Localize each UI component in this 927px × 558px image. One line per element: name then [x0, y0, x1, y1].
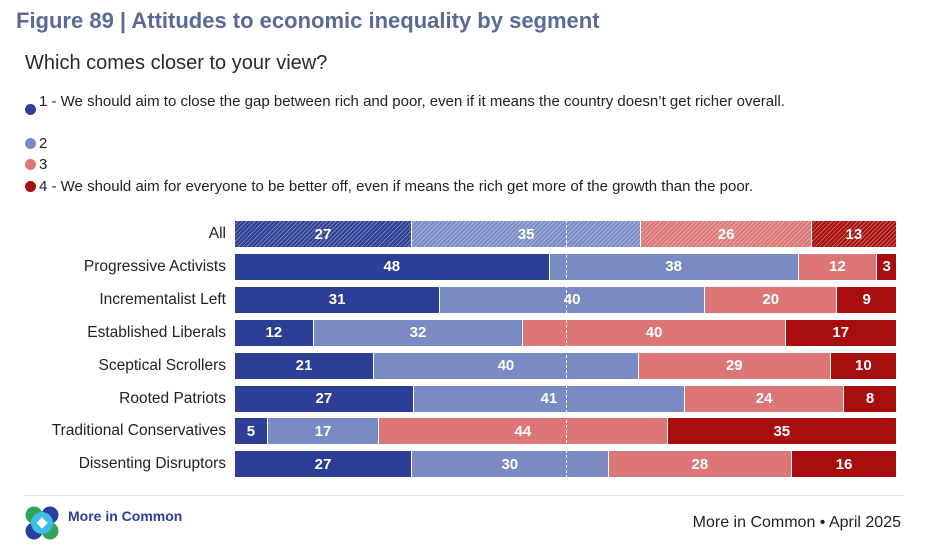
data-label: 3	[882, 258, 891, 276]
bar-segment: 12	[235, 319, 314, 346]
category-label: Rooted Patriots	[119, 389, 226, 407]
bar-segment: 26	[641, 221, 812, 247]
data-label: 26	[717, 225, 735, 243]
bar-segment: 40	[440, 286, 706, 313]
bar-segment: 16	[792, 451, 897, 478]
category-label: Incrementalist Left	[99, 290, 226, 308]
data-label: 38	[665, 258, 682, 276]
data-label: 21	[295, 357, 313, 375]
bar-segment: 27	[235, 385, 414, 412]
data-label: 12	[265, 324, 283, 342]
legend-label: 3	[39, 156, 48, 173]
bar-segment: 27	[235, 221, 412, 247]
bar-segment: 28	[608, 451, 793, 478]
legend-label: 1 - We should aim to close the gap betwe…	[39, 93, 785, 110]
bar-segment: 41	[413, 385, 686, 412]
legend-dot-icon	[25, 159, 36, 170]
data-label: 12	[829, 258, 846, 276]
data-label: 24	[755, 390, 773, 407]
bar-segment: 3	[877, 253, 897, 280]
data-label: 8	[865, 390, 875, 407]
data-label: 41	[540, 390, 558, 407]
category-label: All	[208, 225, 226, 242]
bar-segment: 17	[267, 418, 380, 445]
data-label: 40	[497, 357, 515, 375]
data-label: 40	[563, 291, 581, 309]
bar-segment: 20	[705, 286, 838, 313]
data-label: 44	[514, 422, 532, 440]
bar-segment: 31	[235, 286, 441, 313]
bar-segment: 21	[235, 352, 375, 379]
data-label: 16	[835, 455, 853, 473]
question-subtitle: Which comes closer to your view?	[25, 52, 328, 74]
category-label: Sceptical Scrollers	[98, 356, 227, 374]
bar-segment: 29	[638, 352, 831, 379]
bar-segment: 12	[798, 253, 878, 280]
bar-segment: 48	[235, 253, 550, 280]
bar-segment: 40	[374, 352, 639, 379]
category-label: Traditional Conservatives	[51, 422, 226, 440]
bar-segment: 17	[785, 319, 897, 346]
logo-text: More in Common	[68, 508, 183, 524]
figure-title: Figure 89 | Attitudes to economic inequa…	[16, 8, 600, 33]
footer-divider	[24, 495, 904, 496]
category-label: Progressive Activists	[83, 257, 226, 275]
data-label: 20	[762, 291, 780, 309]
bar-segment: 32	[313, 319, 524, 346]
data-label: 17	[832, 324, 850, 342]
more-in-common-logo-icon	[25, 506, 59, 540]
bar-segment: 35	[411, 221, 642, 247]
legend-dot-icon	[25, 138, 36, 149]
legend-label: 2	[39, 135, 48, 152]
legend-dot-icon	[25, 104, 36, 115]
data-label: 13	[845, 225, 863, 243]
category-label: Dissenting Disruptors	[78, 455, 226, 473]
data-label: 10	[855, 357, 872, 375]
bar-segment: 10	[830, 352, 897, 379]
data-label: 27	[314, 455, 332, 473]
bar-segment: 9	[837, 286, 897, 313]
data-label: 17	[314, 422, 332, 440]
data-label: 5	[246, 422, 256, 440]
data-label: 48	[383, 258, 401, 276]
data-label: 40	[645, 324, 663, 342]
data-label: 32	[409, 324, 427, 342]
category-label: Established Liberals	[87, 323, 226, 341]
bar-segment: 27	[235, 451, 412, 478]
data-label: 27	[314, 225, 332, 243]
data-label: 35	[517, 225, 535, 243]
data-label: 31	[328, 291, 346, 309]
legend-label: 4 - We should aim for everyone to be bet…	[39, 178, 754, 195]
bar-segment: 40	[523, 319, 786, 346]
bar-segment: 35	[667, 418, 897, 445]
midpoint-line	[566, 220, 567, 478]
data-label: 35	[773, 422, 791, 440]
bar-segment: 8	[844, 385, 897, 412]
data-label: 27	[315, 390, 333, 407]
data-label: 30	[501, 455, 519, 473]
legend-dot-icon	[25, 181, 36, 192]
bar-segment: 38	[549, 253, 799, 280]
data-label: 9	[862, 291, 871, 309]
bar-segment: 44	[379, 418, 668, 445]
source-note: More in Common • April 2025	[692, 514, 901, 531]
data-label: 28	[691, 455, 709, 473]
bar-segment: 5	[235, 418, 268, 445]
bar-segment: 13	[811, 221, 897, 247]
data-label: 29	[725, 357, 743, 375]
bar-segment: 30	[411, 451, 609, 478]
bar-segment: 24	[685, 385, 845, 412]
